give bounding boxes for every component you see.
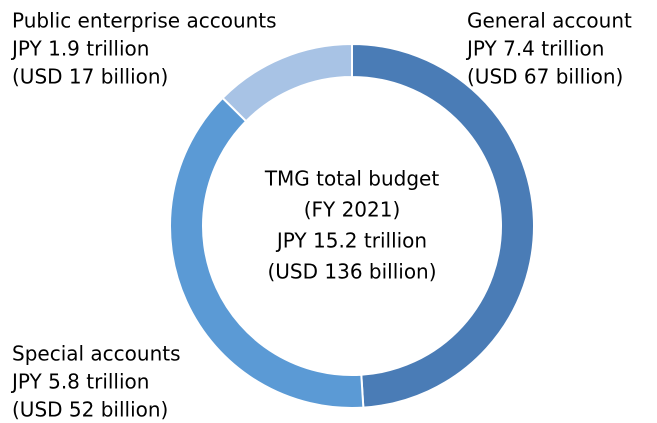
slice-value-label: JPY 1.9 trillion xyxy=(10,37,149,61)
slice-usd-label: (USD 67 billion) xyxy=(467,65,623,89)
donut-slice xyxy=(221,42,353,123)
center-label: TMG total budget xyxy=(264,167,439,191)
slice-usd-label: (USD 17 billion) xyxy=(12,65,168,89)
slice-label: Public enterprise accounts xyxy=(12,9,277,33)
slice-label: Special accounts xyxy=(12,342,181,366)
slice-label: General account xyxy=(467,9,632,33)
slice-usd-label: (USD 52 billion) xyxy=(12,398,168,422)
donut-slice xyxy=(169,96,365,409)
donut-slice xyxy=(351,42,535,409)
center-label: (FY 2021) xyxy=(304,198,401,222)
slice-value-label: JPY 7.4 trillion xyxy=(465,37,604,61)
center-label: (USD 136 billion) xyxy=(267,260,436,284)
slice-value-label: JPY 5.8 trillion xyxy=(10,370,149,394)
center-label: JPY 15.2 trillion xyxy=(275,229,427,253)
